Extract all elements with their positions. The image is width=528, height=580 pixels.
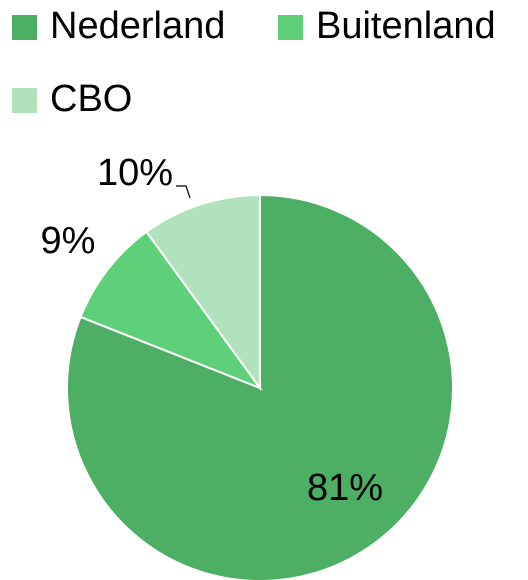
data-label: 10% [97,152,173,194]
legend-swatch [278,15,303,40]
legend-label: CBO [50,78,132,120]
leader-line [176,185,191,199]
data-label: 9% [41,220,96,262]
data-label: 81% [307,467,383,509]
legend-swatch [12,88,37,113]
legend-label: Nederland [50,5,225,47]
pie-slice [145,193,261,392]
pie-slice [79,230,263,391]
legend-swatch [12,15,37,40]
legend-label: Buitenland [316,5,496,47]
